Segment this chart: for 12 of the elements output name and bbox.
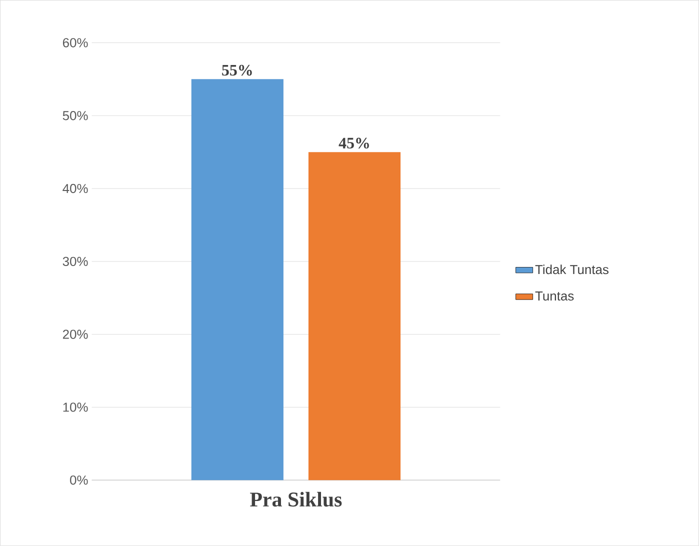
y-tick-label: 40% — [62, 184, 88, 194]
legend-label: Tuntas — [535, 292, 574, 301]
y-tick-label: 60% — [62, 38, 88, 48]
data-label: 45% — [338, 138, 369, 149]
y-tick-label: 0% — [70, 476, 88, 485]
legend-label: Tidak Tuntas — [535, 264, 608, 274]
y-tick-label: 20% — [62, 330, 88, 339]
x-tick-label: Pra Siklus — [250, 492, 342, 507]
y-tick-label: 30% — [62, 256, 88, 266]
y-tick-label: 10% — [63, 402, 88, 412]
data-label: 55% — [222, 64, 252, 76]
y-tick-label: 50% — [62, 111, 88, 120]
